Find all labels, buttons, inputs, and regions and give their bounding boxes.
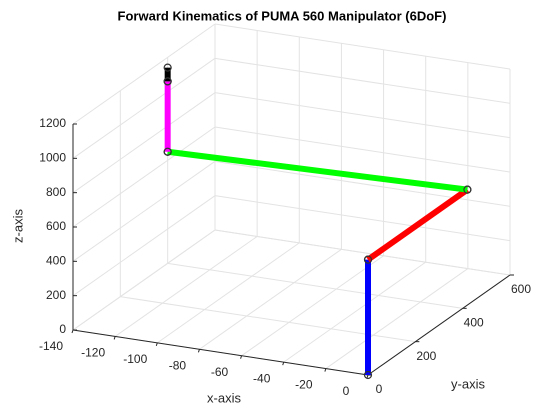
- x-tick-label: -80: [169, 358, 187, 372]
- grid-line: [114, 236, 258, 337]
- joint-marker: [163, 63, 172, 72]
- y-tick-label: 0: [376, 382, 383, 396]
- grid-line: [167, 262, 463, 309]
- grid-line: [72, 57, 216, 159]
- x-tick: [240, 355, 243, 359]
- z-tick-label: 400: [46, 254, 66, 268]
- x-tick-label: -40: [253, 371, 271, 385]
- x-tick-label: 0: [343, 384, 350, 398]
- grid-line: [214, 57, 511, 104]
- x-tick: [282, 361, 285, 366]
- joint-marker: [363, 370, 373, 380]
- chart-title: Forward Kinematics of PUMA 560 Manipulat…: [118, 8, 447, 23]
- grid-line: [214, 229, 511, 276]
- grid-line: [72, 195, 216, 297]
- x-tick-label: -60: [211, 365, 229, 379]
- z-tick-label: 800: [46, 185, 66, 199]
- grid-line: [214, 23, 511, 70]
- x-axis: [72, 329, 369, 376]
- joint-marker: [163, 147, 172, 156]
- z-axis-label: z-axis: [10, 209, 25, 243]
- x-axis-label: x-axis: [207, 390, 241, 405]
- x-tick: [155, 342, 158, 347]
- x-tick: [71, 329, 74, 334]
- x-tick-label: -100: [123, 352, 147, 366]
- z-tick-label: 200: [46, 288, 66, 302]
- grid-line: [283, 261, 427, 363]
- grid-line: [214, 195, 511, 242]
- grid-line: [325, 268, 469, 369]
- x-tick: [197, 349, 200, 353]
- joint-marker: [463, 185, 472, 194]
- grid-line: [241, 255, 384, 357]
- y-tick-label: 600: [511, 282, 531, 296]
- x-tick-label: -20: [295, 378, 313, 392]
- joint-marker: [363, 255, 373, 264]
- link: [167, 148, 468, 193]
- z-tick-label: 0: [59, 322, 66, 336]
- z-tick-label: 1000: [39, 151, 66, 165]
- grid-line: [156, 242, 300, 344]
- grid-line: [72, 92, 216, 194]
- z-tick-label: 600: [46, 219, 66, 233]
- y-axis-label: y-axis: [451, 376, 485, 391]
- grid-line: [72, 229, 216, 331]
- link: [366, 187, 470, 263]
- grid-line: [72, 160, 216, 262]
- y-tick-label: 400: [464, 316, 484, 330]
- x-tick: [324, 368, 327, 372]
- grid-line: [214, 92, 511, 139]
- x-tick-label: -140: [39, 339, 63, 353]
- y-axis: [367, 274, 511, 376]
- x-tick: [366, 374, 369, 379]
- grid-line: [214, 126, 511, 173]
- grid-line: [214, 160, 511, 207]
- z-tick-label: 1200: [39, 116, 66, 130]
- x-tick-label: -120: [81, 346, 105, 360]
- joint-marker: [163, 77, 172, 86]
- grid-line: [199, 248, 342, 350]
- x-tick: [113, 336, 116, 340]
- y-tick-label: 200: [416, 349, 436, 363]
- grid-line: [72, 23, 216, 125]
- grid-line: [72, 126, 216, 228]
